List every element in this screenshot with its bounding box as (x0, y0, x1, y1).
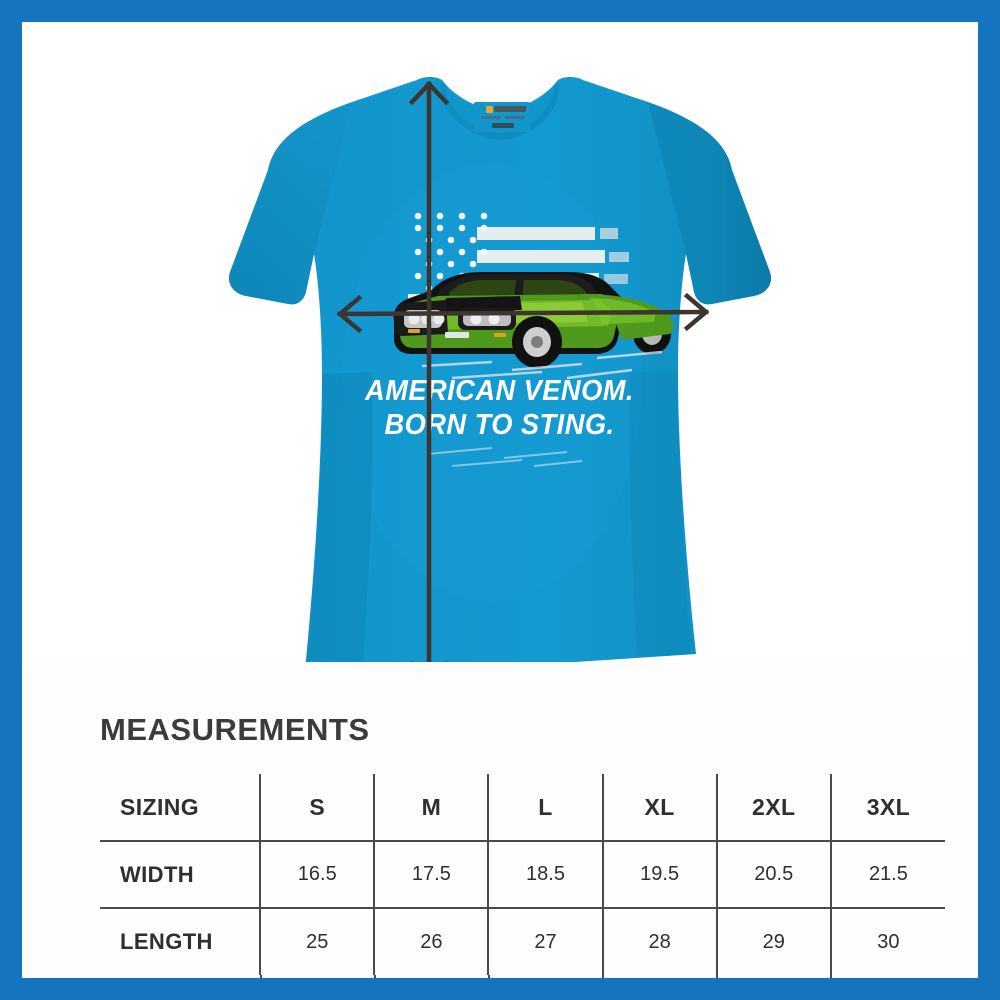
left-sleeve-shading (228, 102, 352, 305)
size-table: SIZING S M L XL 2XL 3XL WIDTH 16.5 17.5 … (100, 774, 945, 975)
row-header-width: WIDTH (100, 841, 262, 909)
table-tail-rule (830, 975, 832, 978)
neck-brand-label (474, 102, 530, 132)
measurements-title: MEASUREMENTS (100, 712, 370, 747)
length-2xl: 29 (716, 908, 832, 975)
column-header-s: S (260, 774, 376, 842)
row-header-length: LENGTH (100, 908, 262, 975)
graphic-headline: AMERICAN VENOM. BORN TO STING. (364, 374, 634, 440)
table-tail-rule (374, 975, 376, 978)
column-header-sizing: SIZING (100, 774, 262, 842)
chart-canvas: AMERICAN VENOM. BORN TO STING. (22, 22, 978, 978)
table-tail-rule (260, 975, 262, 978)
tshirt-illustration: AMERICAN VENOM. BORN TO STING. (228, 77, 772, 662)
measurements-section: MEASUREMENTS SIZING S M L XL 2XL 3XL (22, 662, 978, 978)
product-photo: AMERICAN VENOM. BORN TO STING. (22, 22, 978, 662)
length-m: 26 (374, 908, 490, 975)
width-l: 18.5 (488, 841, 604, 909)
lower-motion-streaks (426, 447, 583, 467)
headline-line-1: AMERICAN VENOM. (364, 374, 634, 406)
width-s: 16.5 (260, 841, 376, 909)
length-s: 25 (260, 908, 376, 975)
length-measure-arrow (408, 80, 450, 662)
width-m: 17.5 (374, 841, 490, 909)
headline-line-2: BORN TO STING. (384, 408, 614, 440)
measurement-arrows (336, 80, 710, 662)
column-header-2xl: 2XL (716, 774, 832, 842)
table-row: LENGTH 25 26 27 28 29 30 (100, 908, 945, 975)
width-2xl: 20.5 (716, 841, 832, 909)
column-header-m: M (374, 774, 490, 842)
column-header-3xl: 3XL (830, 774, 945, 842)
table-tail-rule (716, 975, 718, 978)
length-xl: 28 (602, 908, 718, 975)
table-header-row: SIZING S M L XL 2XL 3XL (100, 774, 945, 842)
column-header-xl: XL (602, 774, 718, 842)
width-measure-arrow (336, 292, 710, 334)
length-l: 27 (488, 908, 604, 975)
table-row: WIDTH 16.5 17.5 18.5 19.5 20.5 21.5 (100, 841, 945, 909)
right-sleeve-shading (648, 102, 772, 305)
column-header-l: L (488, 774, 604, 842)
width-xl: 19.5 (602, 841, 718, 909)
length-3xl: 30 (877, 930, 900, 953)
width-3xl: 21.5 (830, 841, 945, 909)
motion-streaks (421, 350, 663, 380)
table-tail-rule (488, 975, 490, 978)
table-tail-rule (602, 975, 604, 978)
